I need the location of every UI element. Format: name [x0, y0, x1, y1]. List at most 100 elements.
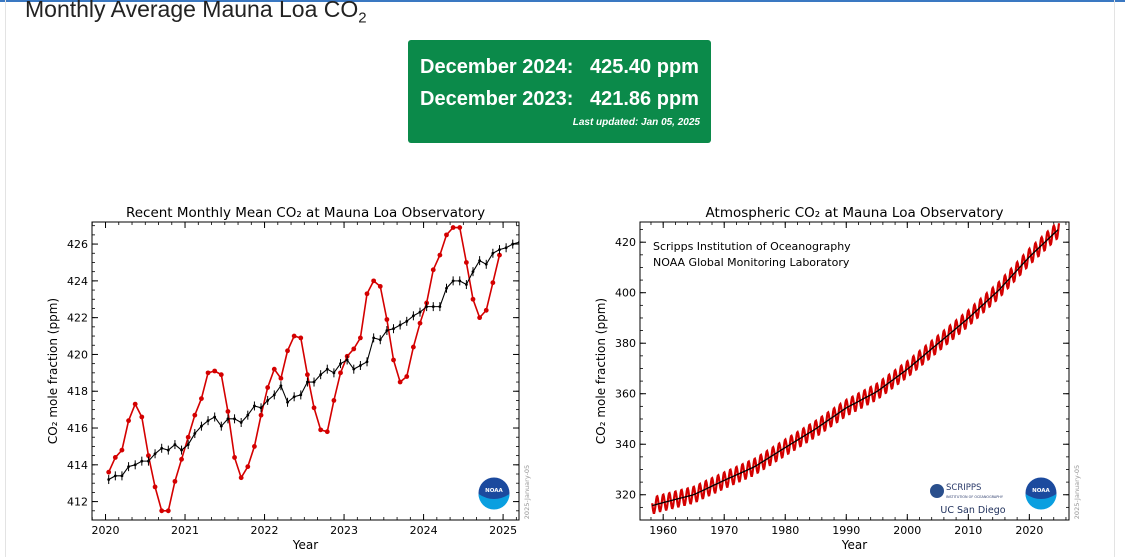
- x-tick-label: 2021: [171, 524, 199, 537]
- trend-point: [246, 413, 250, 417]
- trend-point: [193, 432, 197, 435]
- plot-frame: [639, 221, 1070, 521]
- trend-point: [239, 421, 243, 424]
- trend-point: [219, 424, 223, 428]
- x-tick-label: 1970: [710, 524, 738, 537]
- monthly-mean-point: [404, 374, 410, 379]
- monthly-mean-point: [371, 278, 377, 284]
- monthly-mean-point: [311, 405, 317, 411]
- y-axis-label: CO₂ mole fraction (ppm): [46, 298, 60, 444]
- x-axis-label: Year: [292, 538, 318, 552]
- y-tick-label: 426: [67, 238, 88, 251]
- chart-2: 320 340 360 380 400 420 1960 1970 1980 1990 2000 20…: [594, 205, 1081, 552]
- monthly-mean-point: [258, 412, 264, 418]
- monthly-mean-point: [357, 335, 363, 341]
- trend-point: [398, 323, 402, 327]
- trend-point: [133, 463, 137, 467]
- date-watermark: 2025-January-05: [523, 465, 531, 519]
- trend-point: [226, 417, 230, 421]
- monthly-mean-point: [225, 409, 231, 414]
- trend-point: [405, 319, 409, 323]
- trend-point: [385, 329, 389, 332]
- trend-point: [272, 393, 276, 397]
- monthly-mean-point: [417, 320, 423, 326]
- y-tick-label: 380: [615, 337, 636, 350]
- monthly-mean-point: [483, 307, 489, 313]
- chart-title: Atmospheric CO₂ at Mauna Loa Observatory: [706, 205, 1004, 221]
- monthly-mean-point: [291, 333, 297, 339]
- trend-point: [127, 465, 130, 469]
- trend-line: [652, 229, 1059, 507]
- trend-point: [325, 367, 329, 371]
- monthly-mean-point: [146, 453, 151, 459]
- y-tick-label: 340: [615, 438, 636, 451]
- scripps-ucsd-logo: SCRIPPS INSTITUTION OF OCEANOGRAPHY UC San…: [930, 483, 1006, 516]
- monthly-mean-point: [377, 283, 383, 289]
- x-tick-label: 2024: [410, 524, 438, 537]
- trend-point: [259, 406, 263, 410]
- trend-point: [140, 459, 144, 463]
- trend-point: [358, 364, 362, 367]
- y-tick-label: 414: [67, 459, 88, 472]
- trend-point: [186, 443, 190, 446]
- monthly-mean-point: [305, 372, 310, 378]
- monthly-mean-point: [132, 401, 138, 407]
- noaa-logo-wave: [478, 494, 510, 510]
- monthly-mean-point: [364, 291, 370, 297]
- scripps-globe-icon: [930, 484, 944, 498]
- trend-point: [253, 404, 256, 408]
- monthly-mean-point: [490, 280, 496, 286]
- trend-point: [306, 380, 309, 384]
- monthly-mean-point: [185, 434, 191, 440]
- trend-point: [471, 270, 475, 274]
- noaa-logo-text: NOAA: [485, 488, 503, 494]
- top-accent-bar: [0, 0, 1125, 2]
- chart-title: Recent Monthly Mean CO₂ at Mauna Loa Obs…: [126, 205, 485, 221]
- callout-row-previous: December 2023: 421.86 ppm: [420, 88, 699, 111]
- trend-point: [160, 446, 164, 450]
- noaa-logo: NOAA: [1025, 477, 1057, 510]
- monthly-mean-line: [107, 226, 501, 512]
- trend-point: [392, 327, 395, 331]
- trend-point: [438, 305, 442, 309]
- monthly-mean-point: [106, 469, 112, 475]
- monthly-mean-point: [410, 344, 416, 350]
- monthly-mean-point: [212, 368, 218, 374]
- callout-last-updated: Last updated: Jan 05, 2025: [572, 117, 700, 128]
- monthly-mean-point: [463, 260, 469, 265]
- monthly-mean-point: [397, 379, 403, 385]
- trend-point: [213, 415, 217, 419]
- monthly-mean-point: [437, 252, 443, 258]
- monthly-mean-point: [470, 296, 476, 302]
- monthly-mean-point: [199, 396, 204, 401]
- y-tick-label: 320: [615, 489, 636, 502]
- trend-point: [339, 362, 342, 366]
- trend-point: [372, 336, 376, 340]
- trend-point: [200, 424, 203, 428]
- trend-point: [365, 360, 369, 364]
- monthly-mean-point: [238, 475, 244, 481]
- monthly-mean-point: [324, 429, 330, 435]
- page-title: Monthly Average Mauna Loa CO2: [25, 0, 367, 27]
- monthly-mean-point: [497, 252, 502, 258]
- trend-point: [378, 338, 382, 342]
- trend-point: [266, 399, 270, 402]
- trend-point: [411, 314, 415, 318]
- trend-point: [451, 279, 455, 283]
- chart-annotation: Scripps Institution of Oceanography: [653, 240, 851, 253]
- x-tick-label: 2010: [954, 524, 982, 537]
- chart-1: 412 414 416 418 420 422 424 426 2020 2021 2022 2023…: [46, 205, 531, 552]
- trend-point: [319, 373, 323, 377]
- callout-current-value: 425.40 ppm: [590, 56, 699, 78]
- date-watermark: 2025-January-05: [1073, 465, 1081, 519]
- trend-point: [166, 448, 170, 452]
- trend-point: [233, 417, 236, 421]
- monthly-mean-point: [384, 317, 390, 322]
- monthly-mean-point: [278, 375, 284, 381]
- noaa-logo-wave: [1025, 494, 1057, 510]
- x-tick-label: 2020: [92, 524, 120, 537]
- monthly-mean-point: [285, 348, 290, 354]
- y-tick-label: 412: [67, 496, 88, 509]
- x-tick-label: 1980: [771, 524, 799, 537]
- trend-point: [312, 380, 316, 384]
